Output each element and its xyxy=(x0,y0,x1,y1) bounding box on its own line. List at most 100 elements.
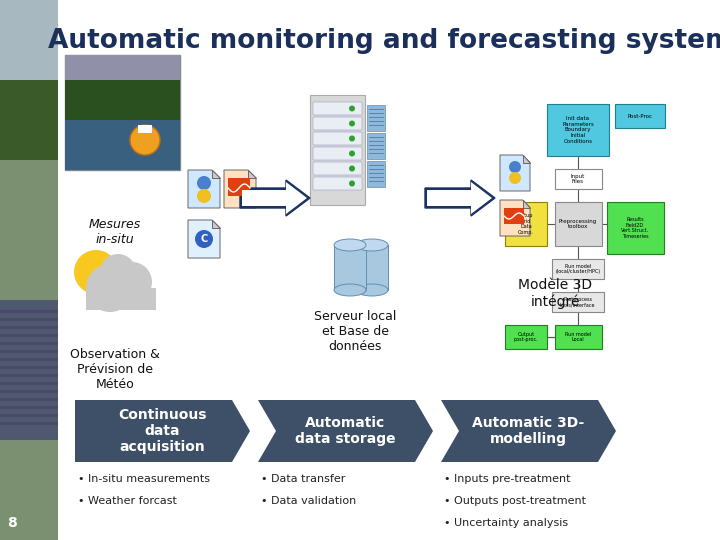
Text: Serveur local
et Base de
données: Serveur local et Base de données xyxy=(314,310,396,353)
Circle shape xyxy=(349,120,355,126)
Circle shape xyxy=(509,172,521,184)
Bar xyxy=(0,342,58,345)
Text: 8: 8 xyxy=(7,516,17,530)
Text: Output
post-proc.: Output post-proc. xyxy=(513,332,539,342)
Text: Postprocess
tools/interface: Postprocess tools/interface xyxy=(560,296,595,307)
Text: Automatic monitoring and forecasting system: Automatic monitoring and forecasting sys… xyxy=(48,28,720,54)
Ellipse shape xyxy=(356,239,388,251)
Bar xyxy=(0,350,58,353)
Text: Mesures
in-situ: Mesures in-situ xyxy=(89,218,141,246)
FancyBboxPatch shape xyxy=(313,162,362,175)
Bar xyxy=(65,120,180,170)
FancyBboxPatch shape xyxy=(367,133,385,159)
FancyBboxPatch shape xyxy=(367,105,385,131)
Bar xyxy=(0,414,58,417)
Bar xyxy=(0,310,58,313)
Text: Modèle 3D
intégré: Modèle 3D intégré xyxy=(518,278,592,309)
Polygon shape xyxy=(212,170,220,178)
Circle shape xyxy=(349,136,355,141)
Ellipse shape xyxy=(334,239,366,251)
Polygon shape xyxy=(500,155,530,191)
Text: • In-situ measurements: • In-situ measurements xyxy=(78,474,210,484)
Text: Continuous
data
acquisition: Continuous data acquisition xyxy=(118,408,207,454)
Bar xyxy=(0,358,58,361)
Polygon shape xyxy=(212,220,220,228)
FancyBboxPatch shape xyxy=(552,292,604,312)
Polygon shape xyxy=(441,400,616,462)
Polygon shape xyxy=(427,182,492,214)
FancyBboxPatch shape xyxy=(555,202,602,246)
FancyBboxPatch shape xyxy=(313,132,362,145)
FancyBboxPatch shape xyxy=(313,102,362,115)
Text: Automatic 3D-
modelling: Automatic 3D- modelling xyxy=(472,416,585,446)
Polygon shape xyxy=(248,170,256,178)
Ellipse shape xyxy=(334,284,366,296)
Bar xyxy=(0,374,58,377)
Text: Automatic
data storage: Automatic data storage xyxy=(295,416,396,446)
Polygon shape xyxy=(258,400,433,462)
Circle shape xyxy=(197,176,211,190)
FancyBboxPatch shape xyxy=(228,178,250,196)
Bar xyxy=(0,422,58,425)
FancyBboxPatch shape xyxy=(313,117,362,130)
Polygon shape xyxy=(523,155,530,163)
Circle shape xyxy=(130,125,160,155)
FancyBboxPatch shape xyxy=(356,245,388,290)
Bar xyxy=(0,0,58,540)
FancyBboxPatch shape xyxy=(505,325,547,349)
FancyBboxPatch shape xyxy=(615,104,665,128)
FancyBboxPatch shape xyxy=(547,104,609,156)
Text: Init data
Parameters
Boundary
Initial
Conditions: Init data Parameters Boundary Initial Co… xyxy=(562,116,594,144)
FancyBboxPatch shape xyxy=(552,259,604,279)
Polygon shape xyxy=(224,170,256,208)
Polygon shape xyxy=(188,220,220,258)
Circle shape xyxy=(349,165,355,172)
FancyBboxPatch shape xyxy=(313,177,362,190)
Text: Setup
Grid
Data
Comp.: Setup Grid Data Comp. xyxy=(518,213,534,235)
Circle shape xyxy=(349,180,355,186)
Text: Results
Field2D
Vert.Struct.
Timeseries: Results Field2D Vert.Struct. Timeseries xyxy=(621,217,649,239)
FancyBboxPatch shape xyxy=(555,325,602,349)
Text: • Weather forcast: • Weather forcast xyxy=(78,496,177,506)
Bar xyxy=(0,326,58,329)
Bar xyxy=(0,390,58,393)
Bar xyxy=(0,334,58,337)
FancyBboxPatch shape xyxy=(505,202,547,246)
Bar xyxy=(138,125,152,133)
FancyBboxPatch shape xyxy=(310,95,365,205)
Ellipse shape xyxy=(356,284,388,296)
Text: Preprocessing
toolbox: Preprocessing toolbox xyxy=(559,219,597,230)
Polygon shape xyxy=(240,180,310,216)
Circle shape xyxy=(197,189,211,203)
Circle shape xyxy=(349,105,355,111)
FancyBboxPatch shape xyxy=(607,202,664,254)
FancyBboxPatch shape xyxy=(555,169,602,189)
FancyBboxPatch shape xyxy=(65,55,180,170)
Text: • Data validation: • Data validation xyxy=(261,496,356,506)
Text: • Data transfer: • Data transfer xyxy=(261,474,346,484)
FancyBboxPatch shape xyxy=(504,208,524,224)
Bar xyxy=(0,382,58,385)
Bar xyxy=(65,80,180,120)
Circle shape xyxy=(74,250,118,294)
Circle shape xyxy=(509,161,521,173)
FancyBboxPatch shape xyxy=(367,161,385,187)
Bar xyxy=(0,398,58,401)
Text: • Uncertainty analysis: • Uncertainty analysis xyxy=(444,518,568,528)
Circle shape xyxy=(195,230,213,248)
Text: Observation &
Prévision de
Météo: Observation & Prévision de Météo xyxy=(70,348,160,391)
Bar xyxy=(0,318,58,321)
Bar xyxy=(0,366,58,369)
Polygon shape xyxy=(242,182,307,214)
Bar xyxy=(0,300,58,440)
Text: • Outputs post-treatment: • Outputs post-treatment xyxy=(444,496,586,506)
Bar xyxy=(65,55,180,105)
Circle shape xyxy=(349,151,355,157)
Bar xyxy=(86,288,156,310)
Text: • Inputs pre-treatment: • Inputs pre-treatment xyxy=(444,474,570,484)
Bar xyxy=(0,406,58,409)
Bar xyxy=(0,0,58,120)
Bar xyxy=(0,80,58,160)
Text: Run model
(local/cluster/HPC): Run model (local/cluster/HPC) xyxy=(555,264,600,274)
Polygon shape xyxy=(75,400,250,462)
